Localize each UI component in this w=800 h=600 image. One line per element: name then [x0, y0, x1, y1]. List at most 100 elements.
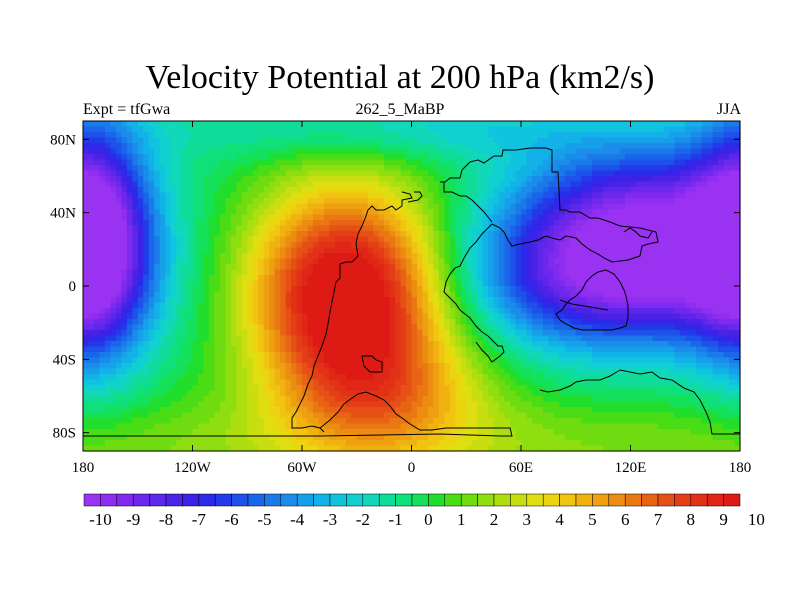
field-cell: [351, 148, 358, 155]
field-cell: [542, 269, 549, 276]
field-cell: [225, 330, 232, 337]
field-cell: [176, 313, 183, 320]
field-cell: [641, 341, 648, 348]
field-cell: [466, 346, 473, 353]
field-cell: [274, 132, 281, 139]
field-cell: [274, 330, 281, 337]
field-cell: [121, 165, 128, 172]
field-cell: [581, 242, 588, 249]
field-cell: [482, 209, 489, 216]
field-cell: [192, 319, 199, 326]
field-cell: [165, 220, 172, 227]
field-cell: [241, 148, 248, 155]
field-cell: [296, 280, 303, 287]
field-cell: [247, 214, 254, 221]
field-cell: [132, 242, 139, 249]
field-cell: [542, 324, 549, 331]
field-cell: [110, 341, 117, 348]
field-cell: [471, 198, 478, 205]
field-cell: [187, 291, 194, 298]
field-cell: [542, 181, 549, 188]
field-cell: [318, 198, 325, 205]
field-cell: [641, 137, 648, 144]
field-cell: [499, 330, 506, 337]
field-cell: [679, 264, 686, 271]
field-cell: [696, 253, 703, 260]
field-cell: [729, 187, 736, 194]
field-cell: [603, 308, 610, 315]
field-cell: [553, 220, 560, 227]
field-cell: [241, 247, 248, 254]
field-cell: [307, 308, 314, 315]
field-cell: [504, 335, 511, 342]
field-cell: [121, 324, 128, 331]
field-cell: [356, 242, 363, 249]
field-cell: [696, 258, 703, 265]
field-cell: [148, 242, 155, 249]
field-cell: [592, 319, 599, 326]
field-cell: [104, 176, 111, 183]
field-cell: [729, 269, 736, 276]
field-cell: [252, 313, 259, 320]
field-cell: [723, 148, 730, 155]
field-cell: [312, 275, 320, 282]
field-cell: [504, 253, 511, 260]
field-cell: [367, 165, 374, 172]
field-cell: [586, 291, 593, 298]
field-cell: [318, 154, 325, 161]
field-cell: [427, 214, 434, 221]
field-cell: [351, 269, 358, 276]
field-cell: [559, 291, 566, 298]
field-cell: [263, 242, 270, 249]
field-cell: [384, 176, 391, 183]
field-cell: [416, 209, 424, 216]
field-cell: [416, 269, 424, 276]
field-cell: [646, 286, 653, 293]
field-cell: [378, 181, 385, 188]
field-cell: [690, 324, 697, 331]
field-cell: [712, 247, 719, 254]
field-cell: [389, 154, 396, 161]
field-cell: [395, 132, 402, 139]
field-cell: [165, 269, 172, 276]
field-cell: [668, 291, 675, 298]
field-cell: [340, 319, 347, 326]
field-cell: [707, 132, 714, 139]
field-cell: [165, 154, 172, 161]
field-cell: [729, 341, 736, 348]
field-cell: [203, 313, 210, 320]
field-cell: [384, 209, 391, 216]
field-cell: [340, 187, 347, 194]
field-cell: [323, 269, 330, 276]
field-cell: [564, 335, 571, 342]
field-cell: [641, 280, 648, 287]
field-cell: [345, 297, 352, 304]
field-cell: [230, 280, 237, 287]
field-cell: [121, 242, 128, 249]
field-cell: [291, 137, 298, 144]
field-cell: [521, 269, 528, 276]
field-cell: [460, 132, 467, 139]
field-cell: [307, 319, 314, 326]
field-cell: [148, 126, 155, 133]
field-cell: [411, 187, 418, 194]
field-cell: [230, 291, 237, 298]
field-cell: [690, 203, 697, 210]
field-cell: [165, 225, 172, 232]
field-cell: [318, 308, 325, 315]
field-cell: [356, 297, 363, 304]
field-cell: [416, 159, 424, 166]
field-cell: [241, 170, 248, 177]
field-cell: [433, 308, 440, 315]
field-cell: [614, 154, 621, 161]
field-cell: [537, 280, 544, 287]
field-cell: [115, 220, 122, 227]
field-cell: [493, 269, 500, 276]
field-cell: [526, 286, 533, 293]
field-cell: [652, 143, 659, 150]
field-cell: [553, 165, 560, 172]
field-cell: [345, 346, 352, 353]
field-cell: [88, 209, 95, 216]
field-cell: [143, 236, 150, 243]
field-cell: [608, 275, 615, 282]
